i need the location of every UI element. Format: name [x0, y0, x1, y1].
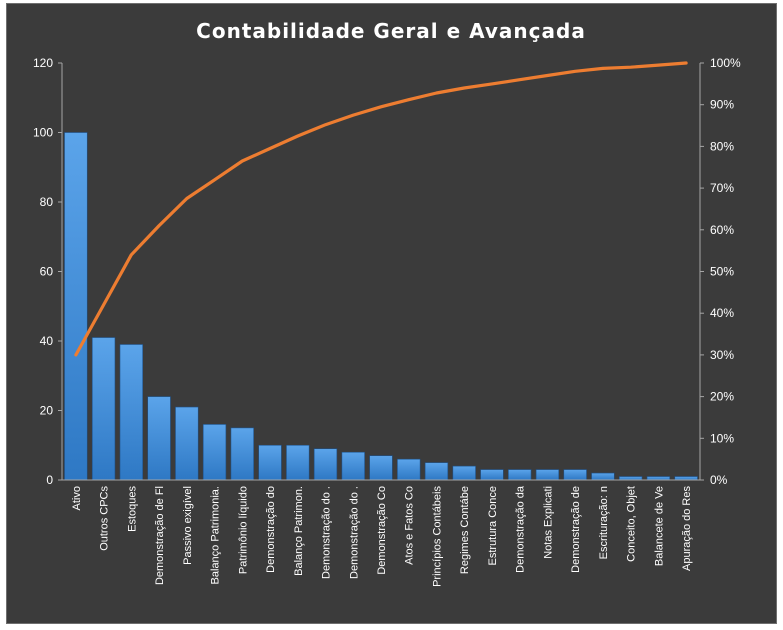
bar [424, 462, 449, 481]
bar [397, 458, 421, 481]
x-tick-label: Demonstração do . [348, 486, 360, 579]
x-tick-label: Balanço Patrimonia. [210, 486, 222, 584]
x-tick-label: Atos e Fatos Co [404, 486, 416, 565]
right-tick-label: 20% [710, 390, 734, 404]
right-tick-label: 70% [710, 181, 734, 195]
cumulative-line-group [74, 61, 688, 357]
bar [591, 472, 615, 481]
bar [230, 427, 254, 481]
x-tick-label: Estrutura Conce [487, 486, 499, 565]
bar [563, 469, 587, 481]
x-tick-label: Demonstração do . [321, 486, 333, 579]
left-tick-label: 120 [33, 56, 53, 70]
bar [618, 476, 643, 481]
bar [313, 448, 338, 481]
x-tick-label: Princípios Contábeis [431, 486, 443, 587]
left-tick-label: 100 [33, 126, 53, 140]
x-axis-labels: Ativo Outros CPCs Estoques Demonstração de … [71, 485, 693, 587]
right-tick-label: 30% [710, 348, 734, 362]
right-tick-label: 50% [710, 265, 734, 279]
left-tick-label: 80 [40, 195, 54, 209]
x-tick-label: Regimes Contábe [459, 486, 471, 574]
bar [535, 469, 560, 481]
x-tick-label: Balancete de Ve [653, 486, 665, 566]
bar [119, 344, 144, 481]
bars-group [64, 132, 698, 481]
chart-title: Contabilidade Geral e Avançada [196, 19, 586, 43]
bar [258, 444, 282, 481]
right-tick-label: 80% [710, 139, 734, 153]
right-axis: 0% 10% 20% 30% 40% 50% 60% 70% 80% 90% 100% [699, 56, 741, 487]
x-tick-label: Estoques [126, 486, 138, 532]
bar [147, 396, 171, 481]
bar [286, 444, 310, 481]
bar [646, 476, 671, 481]
right-tick-label: 90% [710, 98, 734, 112]
bar [508, 469, 532, 481]
x-tick-label: Balanço Patrimon. [293, 486, 305, 576]
x-tick-label: Demonstração Co [376, 486, 388, 575]
left-tick-label: 40 [40, 334, 54, 348]
right-tick-label: 100% [710, 56, 741, 70]
x-tick-label: Outros CPCs [99, 486, 111, 551]
x-tick-label: Notas Explicati [542, 486, 554, 559]
x-tick-label: Demonstração da [515, 485, 527, 573]
left-tick-label: 20 [40, 404, 54, 418]
bar [341, 451, 365, 481]
x-tick-label: Escrituração: n [598, 486, 610, 559]
left-axis: 0 20 40 60 80 100 120 [33, 56, 700, 487]
x-tick-label: Passivo exigível [182, 486, 194, 565]
x-tick-label: Demonstração do [265, 486, 277, 573]
bar [480, 469, 504, 481]
x-tick-label: Patrimônio líquido [237, 486, 249, 574]
chart-frame: Contabilidade Geral e Avançada 0 20 40 60 80… [6, 3, 777, 624]
x-tick-label: Conceito, Objet [626, 486, 638, 562]
bar [175, 406, 199, 481]
x-tick-label: Demonstração de Fl [154, 486, 166, 585]
x-tick-label: Demonstração de [570, 486, 582, 573]
bar [452, 465, 476, 481]
bar [64, 132, 88, 481]
bar [202, 424, 227, 481]
x-tick-label: Ativo [71, 486, 83, 510]
bar [91, 337, 116, 481]
left-tick-label: 0 [46, 473, 53, 487]
right-tick-label: 0% [710, 473, 728, 487]
x-tick-label: Apuração do Res [681, 486, 693, 571]
right-tick-label: 10% [710, 431, 734, 445]
pareto-chart: Contabilidade Geral e Avançada 0 20 40 60 80… [33, 19, 741, 587]
bar [674, 476, 698, 481]
right-tick-label: 40% [710, 306, 734, 320]
right-tick-label: 60% [710, 223, 734, 237]
bar [369, 455, 393, 481]
left-tick-label: 60 [40, 265, 54, 279]
